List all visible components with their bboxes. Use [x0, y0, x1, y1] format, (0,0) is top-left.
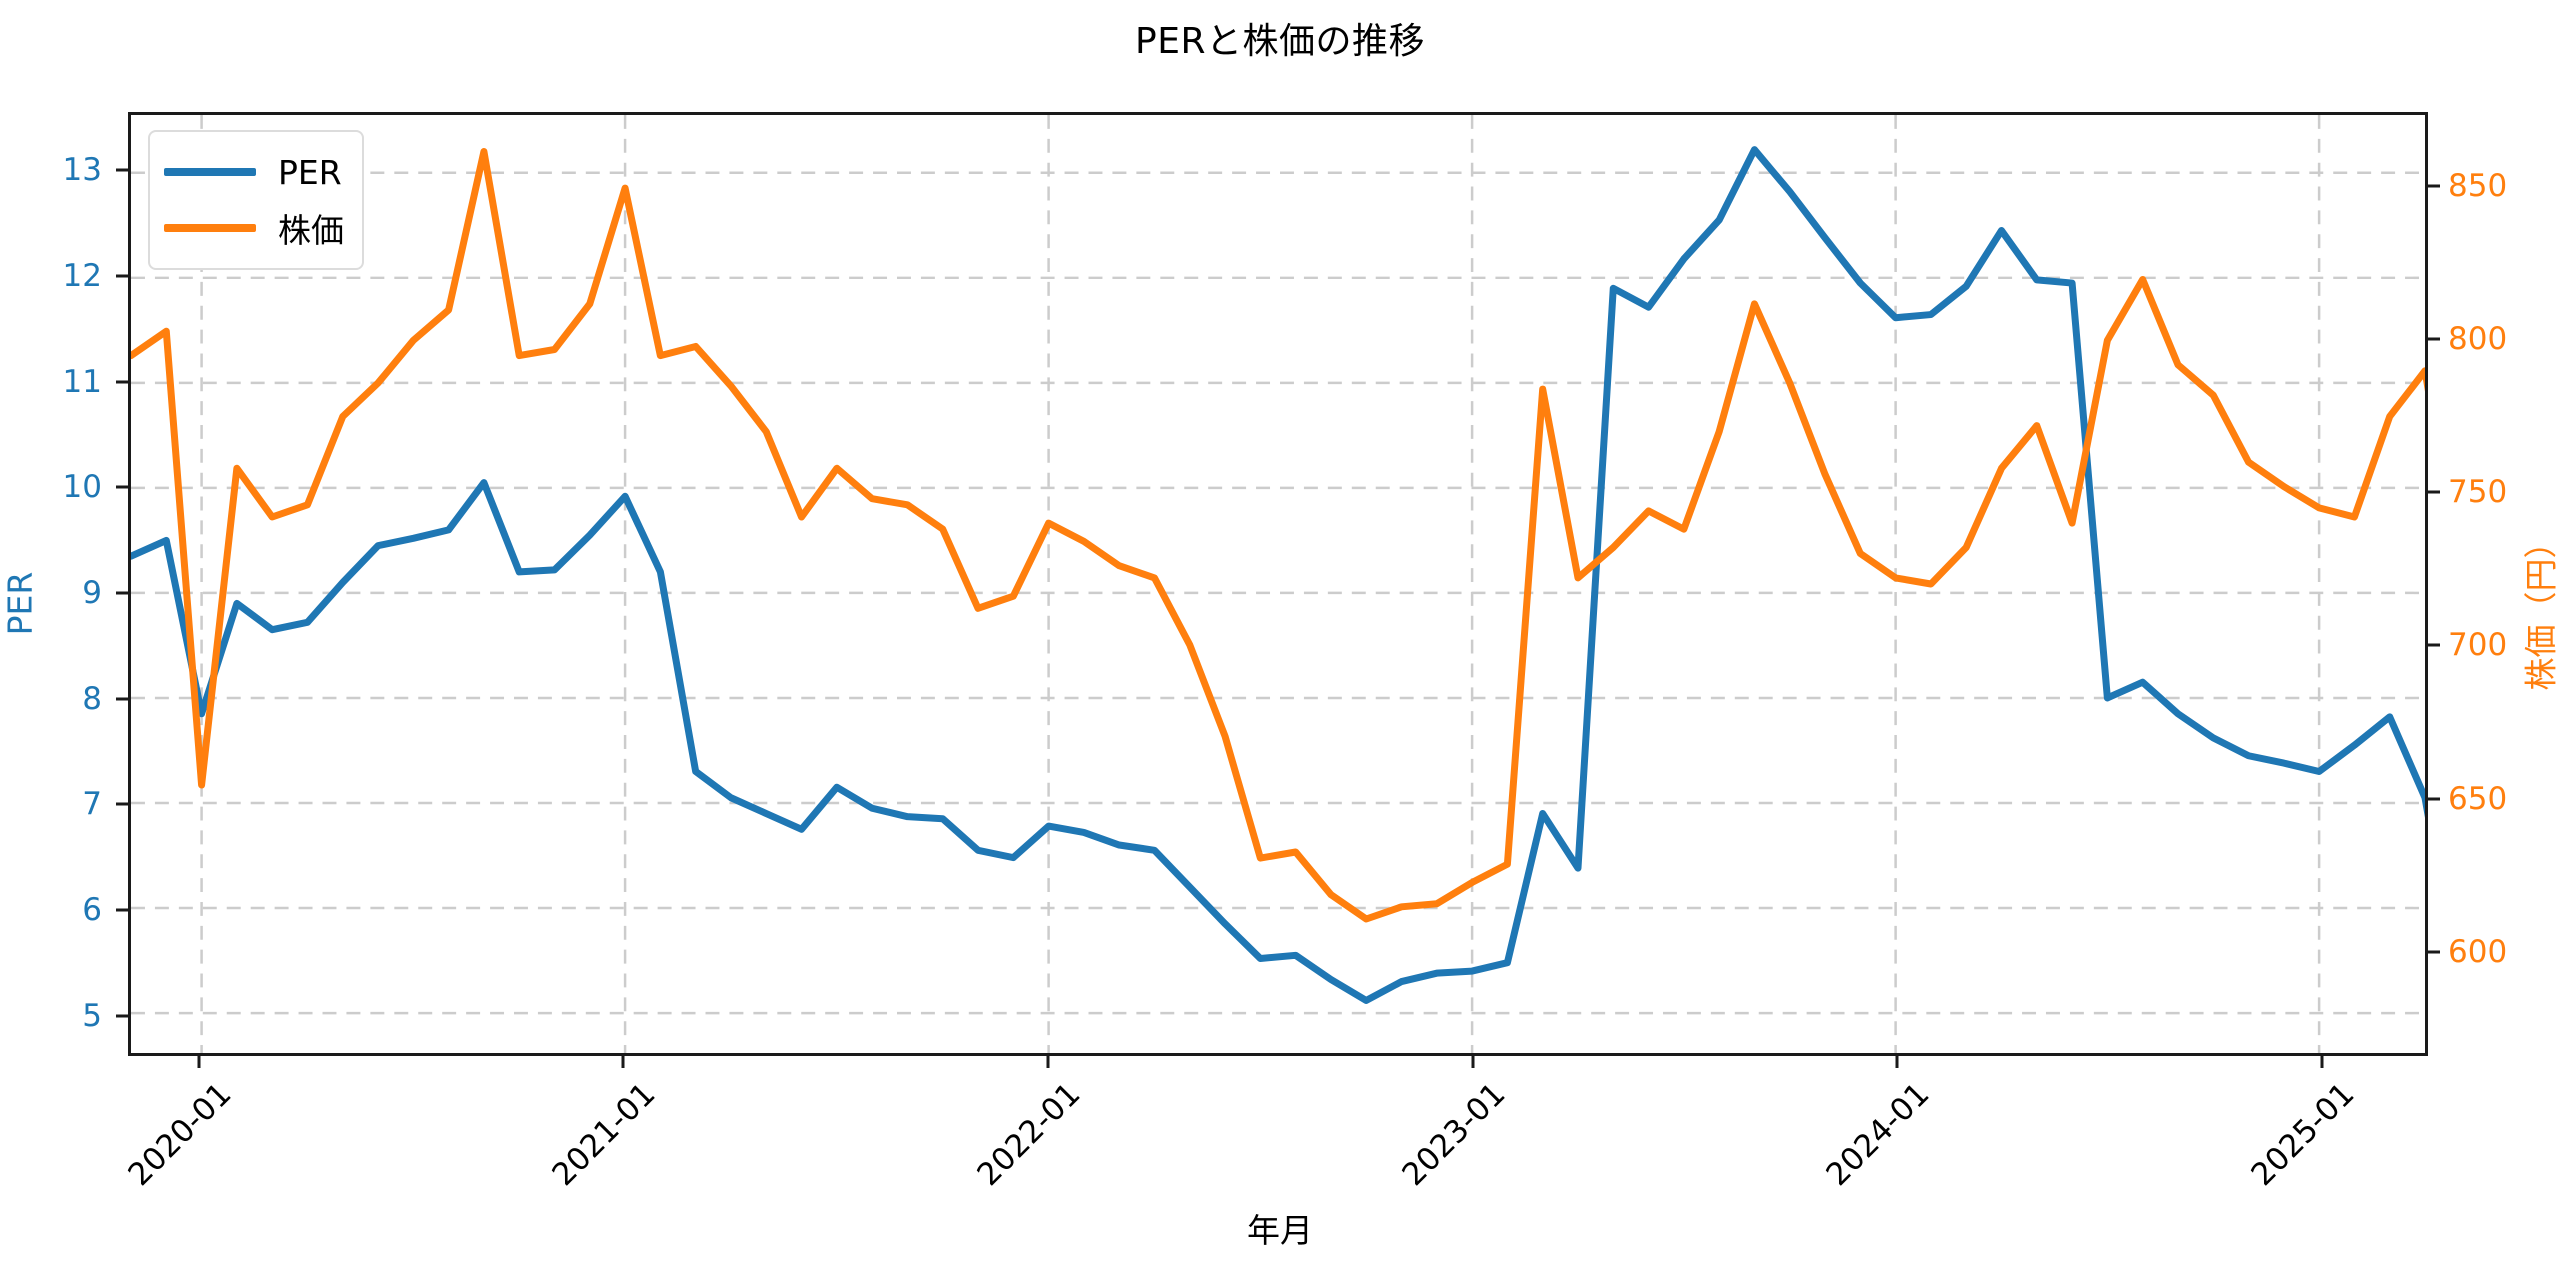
- y-axis-left-tick-mark: [116, 274, 128, 278]
- y-axis-right-tick-label: 850: [2448, 167, 2508, 204]
- y-axis-left-tick-mark: [116, 802, 128, 806]
- x-axis-tick-mark: [621, 1056, 625, 1068]
- y-axis-right-label: 株価（円）: [2521, 525, 2560, 691]
- y-axis-right-tick-mark: [2428, 490, 2440, 494]
- y-axis-right-tick-mark: [2428, 184, 2440, 188]
- y-axis-left-tick-label: 9: [82, 574, 102, 611]
- x-axis-tick-label: 2021-01: [545, 1076, 663, 1194]
- y-axis-left-tick-mark: [116, 380, 128, 384]
- y-axis-right-tick-mark: [2428, 797, 2440, 801]
- series-line-per: [131, 150, 2425, 1001]
- y-axis-left-tick-label: 6: [82, 892, 102, 929]
- chart-legend: PER 株価: [148, 130, 364, 270]
- y-axis-right-tick-label: 800: [2448, 320, 2508, 357]
- series-layer: [131, 115, 2425, 1053]
- legend-item-stock[interactable]: 株価: [164, 200, 344, 256]
- x-axis-tick-label: 2020-01: [121, 1076, 239, 1194]
- y-axis-left-tick-label: 13: [62, 152, 102, 189]
- y-axis-left-label: PER: [0, 571, 40, 636]
- legend-label-per: PER: [278, 152, 342, 192]
- chart-title: PERと株価の推移: [1135, 21, 1425, 62]
- y-axis-right-tick-mark: [2428, 643, 2440, 647]
- x-axis-tick-mark: [1471, 1056, 1475, 1068]
- x-axis-tick-label: 2022-01: [970, 1076, 1088, 1194]
- y-axis-left-tick-mark: [116, 697, 128, 701]
- y-axis-left-tick-mark: [116, 168, 128, 172]
- y-axis-left-tick-mark: [116, 485, 128, 489]
- y-axis-right-tick-mark: [2428, 337, 2440, 341]
- x-axis-tick-mark: [2320, 1056, 2324, 1068]
- y-axis-left-tick-mark: [116, 908, 128, 912]
- y-axis-left-tick-mark: [116, 591, 128, 595]
- y-axis-left-tick-label: 10: [62, 469, 102, 506]
- y-axis-left-tick-label: 11: [62, 363, 102, 400]
- legend-swatch-per: [164, 168, 256, 176]
- y-axis-left-tick-mark: [116, 1014, 128, 1018]
- y-axis-left-tick-label: 12: [62, 257, 102, 294]
- y-axis-left-tick-label: 7: [82, 786, 102, 823]
- x-axis-tick-mark: [1046, 1056, 1050, 1068]
- x-axis-label: 年月: [1247, 1211, 1313, 1250]
- legend-label-stock: 株価: [278, 211, 344, 250]
- x-axis-tick-mark: [197, 1056, 201, 1068]
- x-axis-tick-label: 2023-01: [1395, 1076, 1513, 1194]
- y-axis-right-tick-label: 600: [2448, 933, 2508, 970]
- y-axis-right-tick-label: 650: [2448, 780, 2508, 817]
- legend-item-per[interactable]: PER: [164, 144, 344, 200]
- x-axis-tick-mark: [1895, 1056, 1899, 1068]
- y-axis-right-tick-label: 750: [2448, 474, 2508, 511]
- plot-area: [128, 112, 2428, 1056]
- y-axis-right-tick-mark: [2428, 950, 2440, 954]
- y-axis-left-tick-label: 8: [82, 680, 102, 717]
- y-axis-right-tick-label: 700: [2448, 627, 2508, 664]
- y-axis-left-tick-label: 5: [82, 997, 102, 1034]
- x-axis-tick-label: 2025-01: [2244, 1076, 2362, 1194]
- x-axis-tick-label: 2024-01: [1819, 1076, 1937, 1194]
- legend-swatch-stock: [164, 224, 256, 232]
- series-line-stock: [131, 152, 2425, 919]
- grid-layer: [131, 115, 2425, 1053]
